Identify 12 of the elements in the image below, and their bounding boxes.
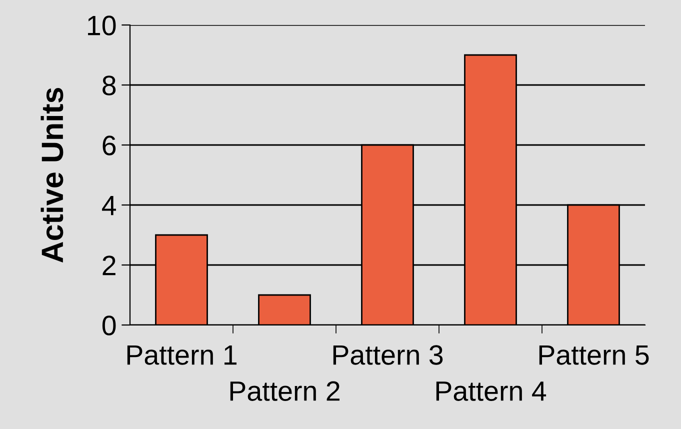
y-tick-label: 8 — [102, 76, 116, 96]
y-tick-label: 6 — [102, 136, 116, 156]
x-tick-label: Pattern 1 — [127, 345, 237, 365]
x-tick-label: Pattern 4 — [436, 382, 546, 401]
y-tick-label: 10 — [88, 16, 116, 36]
y-axis-title: Active Units — [40, 88, 64, 263]
y-tick-label: 4 — [102, 196, 116, 216]
y-tick-label: 2 — [102, 256, 116, 276]
x-tick-label: Pattern 3 — [333, 345, 443, 365]
y-tick-label: 0 — [102, 316, 116, 336]
x-tick-label: Pattern 2 — [230, 381, 340, 401]
x-tick-label: Pattern 5 — [539, 345, 649, 365]
